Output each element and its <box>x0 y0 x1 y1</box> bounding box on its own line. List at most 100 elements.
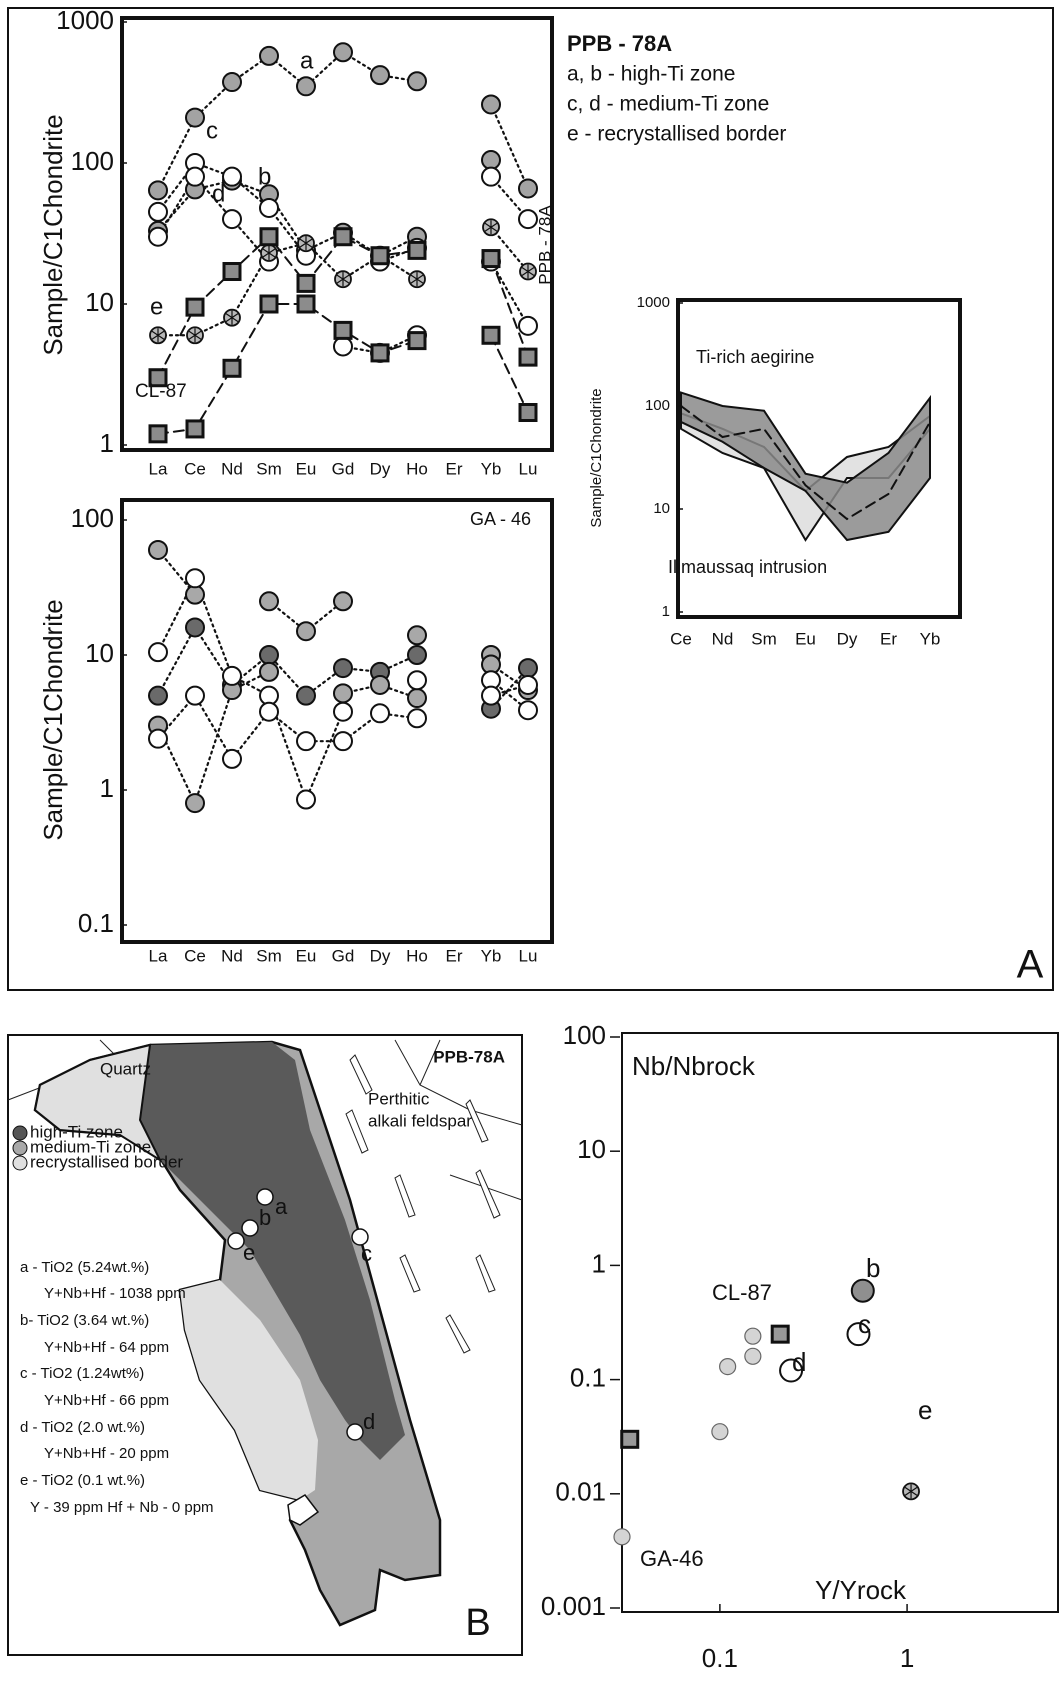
x-tick-label: Gd <box>332 946 355 965</box>
point-label: a <box>275 1194 288 1219</box>
y-tick-label: 1 <box>592 1248 606 1278</box>
marker-star <box>223 308 241 327</box>
y-tick-label: 1000 <box>56 5 114 35</box>
marker-square <box>481 325 501 345</box>
marker-square <box>770 1324 790 1344</box>
y-tick-label: 0.01 <box>555 1477 606 1507</box>
recrystallised-border <box>180 1280 318 1500</box>
y-tick-label: 0.1 <box>570 1362 606 1392</box>
y-tick-label: 100 <box>563 1020 606 1050</box>
x-tick-label: Ho <box>406 459 428 478</box>
marker-circle <box>370 703 390 724</box>
sample-point <box>346 1423 364 1441</box>
legend-label: medium-Ti zone <box>30 1137 151 1156</box>
y-tick-label: 10 <box>85 638 114 668</box>
marker-circle <box>370 674 390 695</box>
y-tick-label: 100 <box>71 146 114 176</box>
marker-circle <box>333 591 353 612</box>
x-tick-label: Sm <box>751 629 777 648</box>
marker-circle <box>148 180 168 201</box>
x-tick-label: Dy <box>837 629 858 648</box>
y-tick-label: 10 <box>653 500 670 517</box>
y-tick-label: 0.001 <box>541 1591 606 1621</box>
x-tick-label: Er <box>446 946 463 965</box>
legend-swatch <box>12 1155 28 1171</box>
panel-note: a, b - high-Ti zone <box>567 63 735 86</box>
marker-circle <box>333 336 353 357</box>
annotation: c <box>858 1309 871 1339</box>
marker-circle <box>148 226 168 247</box>
point-label: e <box>243 1240 255 1265</box>
marker-circle <box>296 685 316 706</box>
marker-square <box>148 368 168 388</box>
marker-square <box>518 403 538 423</box>
panel-label: B <box>465 1602 490 1644</box>
x-tick-label: Nd <box>712 629 734 648</box>
y-tick-label: 1000 <box>637 294 670 311</box>
annotation: d <box>212 180 225 207</box>
y-tick-label: 100 <box>645 397 670 414</box>
x-tick-label: 0.1 <box>702 1643 738 1673</box>
x-tick-label: Lu <box>519 459 538 478</box>
marker-circle <box>333 701 353 722</box>
marker-star <box>297 234 315 253</box>
annotation: d <box>792 1347 806 1377</box>
marker-square <box>222 358 242 378</box>
sample-point <box>351 1228 369 1246</box>
marker-circle <box>296 621 316 642</box>
y-tick-label: 1 <box>662 603 670 620</box>
recrystallised-border <box>33 1043 163 1163</box>
annotation: e <box>918 1395 932 1425</box>
marker-circle <box>185 166 205 187</box>
marker-square <box>370 246 390 266</box>
x-tick-label: Yb <box>920 629 941 648</box>
marker-star <box>408 270 426 289</box>
feldspar-lamella <box>345 1054 501 1354</box>
annotation: b <box>866 1253 880 1283</box>
annotation: Ti-rich aegirine <box>696 347 814 367</box>
marker-circle <box>185 793 205 814</box>
mineral-label: Quartz <box>100 1059 151 1078</box>
marker-circle <box>148 539 168 560</box>
y-tick-label: 1 <box>100 428 114 458</box>
x-tick-label: 1 <box>900 1643 914 1673</box>
marker-circle <box>222 748 242 769</box>
marker-square <box>333 320 353 340</box>
annotation: Ilimaussaq intrusion <box>668 557 827 577</box>
marker-square <box>620 1429 640 1449</box>
x-tick-label: La <box>149 459 168 478</box>
marker-circle <box>407 645 427 665</box>
point-label: c <box>361 1241 372 1266</box>
marker-circle <box>296 76 316 97</box>
x-tick-label: Dy <box>370 459 391 478</box>
x-tick-label: Eu <box>296 459 317 478</box>
note: Y - 39 ppm Hf + Nb - 0 ppm <box>30 1499 214 1516</box>
marker-star <box>334 270 352 289</box>
panel-label: A <box>1017 943 1044 987</box>
note: Y+Nb+Hf - 20 ppm <box>44 1445 169 1462</box>
x-tick-label: Dy <box>370 946 391 965</box>
marker-asterisk <box>484 220 498 235</box>
marker-circle <box>296 789 316 810</box>
marker-circle <box>846 1322 871 1347</box>
y-axis-title: Sample/C1Chondrite <box>588 388 605 527</box>
marker-circle <box>744 1327 762 1345</box>
series-line <box>157 303 529 435</box>
marker-asterisk <box>225 310 239 325</box>
marker-circle <box>407 71 427 92</box>
marker-circle <box>613 1528 631 1546</box>
mineral-label: Perthitic <box>368 1089 430 1108</box>
annotation: GA-46 <box>640 1546 704 1571</box>
marker-asterisk <box>262 245 276 260</box>
marker-square <box>481 249 501 269</box>
marker-asterisk <box>299 236 313 251</box>
sample-point <box>227 1232 245 1250</box>
marker-circle <box>333 683 353 704</box>
marker-circle <box>148 685 168 706</box>
marker-circle <box>259 45 279 66</box>
x-tick-label: Gd <box>332 459 355 478</box>
x-tick-label: Lu <box>519 946 538 965</box>
y-axis-title: Nb/Nbrock <box>632 1051 756 1081</box>
